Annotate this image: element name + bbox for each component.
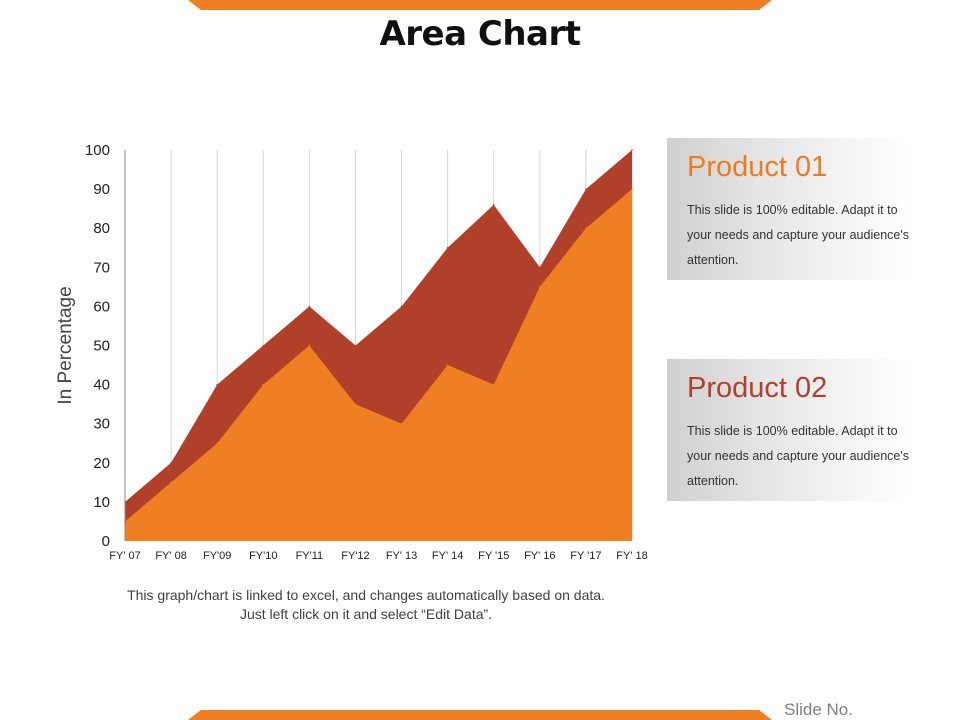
product-card-02: Product 02 This slide is 100% editable. … [667,359,912,501]
data-point-series-2 [308,344,311,347]
x-tick-label: FY' 18 [616,550,647,562]
data-point-series-2 [631,188,633,190]
y-axis-label: In Percentage [55,286,76,404]
product-title: Product 01 [687,151,828,183]
product-description: This slide is 100% editable. Adapt it to… [687,203,909,267]
y-tick-label: 50 [93,338,110,355]
data-point-series-2 [446,364,449,366]
y-tick-label: 60 [93,298,110,315]
product-description: This slide is 100% editable. Adapt it to… [687,424,909,488]
data-point-series-1 [262,344,265,347]
y-tick-label: 100 [85,142,110,159]
top-banner [188,0,772,10]
area-series-2 [125,189,632,541]
data-point-series-2 [539,286,541,288]
data-point-series-1 [400,305,403,308]
product-title: Product 02 [687,372,828,404]
data-point-series-1 [354,344,357,347]
x-tick-label: FY '17 [570,550,601,562]
data-point-series-2 [585,227,587,229]
data-point-series-1 [585,188,587,190]
chart-caption: This graph/chart is linked to excel, and… [127,587,605,622]
x-tick-label: FY'12 [341,550,369,562]
bottom-banner [188,710,772,720]
data-point-series-1 [308,305,311,308]
data-point-series-2 [170,481,172,484]
data-point-series-1 [216,383,218,386]
y-tick-label: 80 [93,220,110,237]
data-point-series-1 [170,462,172,464]
slide-number-label: Slide No. [784,700,853,719]
x-tick-label: FY' 13 [386,550,417,562]
data-point-series-2 [400,422,403,425]
x-tick-label: FY' 14 [432,550,463,562]
data-point-series-1 [539,266,541,269]
x-tick-label: FY'10 [249,550,277,562]
x-tick-label: FY' 08 [155,550,186,562]
product-card-01: Product 01 This slide is 100% editable. … [667,138,912,280]
data-point-series-1 [492,203,495,206]
x-tick-label: FY'11 [296,550,324,562]
data-point-series-2 [262,383,265,386]
x-tick-label: FY' 07 [109,550,140,562]
page-title: Area Chart [379,14,581,54]
y-tick-label: 20 [93,455,110,472]
x-tick-label: FY '15 [478,550,509,562]
data-point-series-2 [492,383,495,386]
y-tick-label: 40 [93,377,110,394]
y-tick-label: 90 [93,181,110,198]
y-tick-label: 30 [93,416,110,433]
y-tick-label: 0 [102,533,110,550]
x-tick-label: FY' 16 [524,550,555,562]
data-point-series-1 [446,246,449,249]
data-point-series-2 [354,403,357,405]
x-tick-label: FY'09 [203,550,231,562]
y-tick-label: 70 [93,259,110,276]
y-tick-label: 10 [93,494,110,511]
data-point-series-1 [631,149,633,151]
data-point-series-2 [216,442,218,445]
